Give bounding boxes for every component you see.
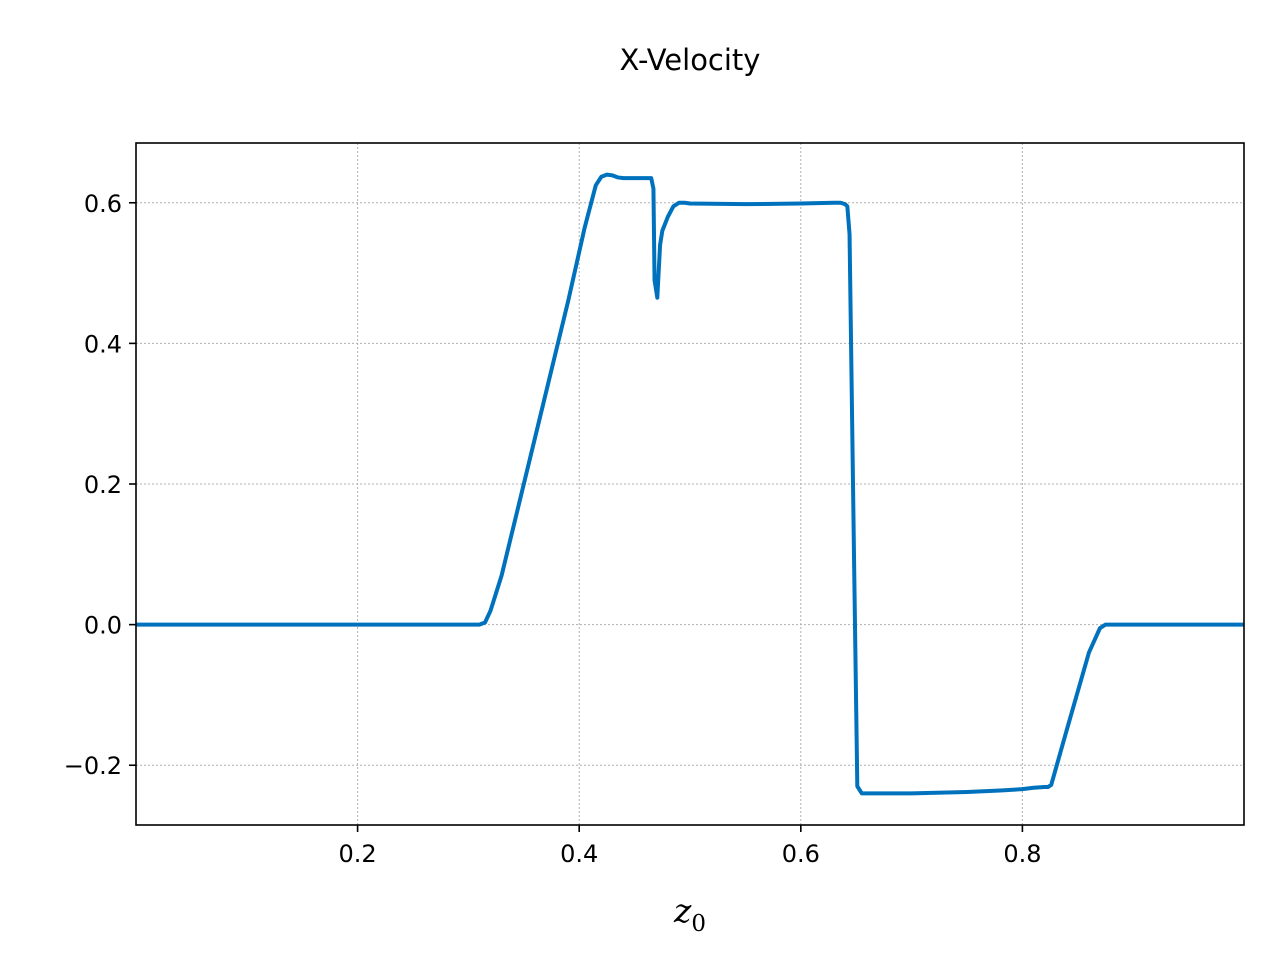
x-tick-label: 0.8 xyxy=(1003,840,1041,868)
x-tick-label: 0.4 xyxy=(560,840,598,868)
y-tick-label: 0.6 xyxy=(84,190,122,218)
ticks: 0.2 0.4 0.6 0.8 −0.2 0.0 0.2 0.4 0.6 xyxy=(64,190,1042,868)
plot-area xyxy=(136,172,1244,796)
x-tick-label: 0.2 xyxy=(339,840,377,868)
y-tick-label: −0.2 xyxy=(64,752,122,780)
series-line xyxy=(136,172,1244,796)
chart-title: X-Velocity xyxy=(620,43,761,77)
y-tick-label: 0.0 xyxy=(84,612,122,640)
x-axis-label: z0 xyxy=(673,891,706,937)
x-axis-label-main: z xyxy=(673,891,692,930)
y-tick-label: 0.4 xyxy=(84,330,122,358)
x-tick-label: 0.6 xyxy=(782,840,820,868)
x-axis-label-subscript: 0 xyxy=(691,911,706,937)
y-tick-label: 0.2 xyxy=(84,471,122,499)
